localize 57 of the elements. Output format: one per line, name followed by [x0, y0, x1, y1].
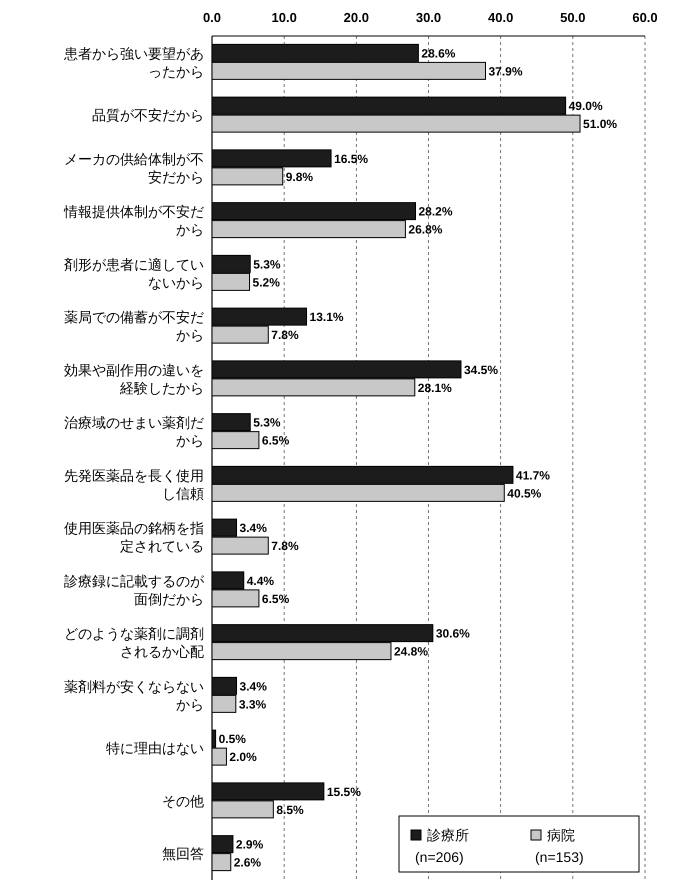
- y-tick-label: その他: [162, 792, 204, 809]
- y-tick-label: 剤形が患者に適していないから: [64, 256, 204, 290]
- x-tick-label: 40.0: [488, 10, 514, 25]
- data-label: 40.5%: [507, 486, 542, 500]
- y-tick-label: 薬剤料が安くならないから: [64, 678, 204, 712]
- y-tick-label: 無回答: [162, 846, 204, 862]
- y-tick-label: 使用医薬品の銘柄を指定されている: [64, 520, 204, 554]
- data-label: 6.5%: [262, 434, 290, 448]
- x-tick-label: 20.0: [344, 10, 369, 25]
- y-tick-label: メーカの供給体制が不安だから: [64, 150, 204, 185]
- x-tick-label: 0.0: [202, 10, 222, 25]
- data-label: 30.6%: [436, 626, 470, 641]
- data-label: 0.5%: [218, 732, 246, 746]
- y-tick-label: どのような薬剤に調剤されるか心配: [64, 626, 204, 660]
- x-tick-label: 50.0: [560, 10, 586, 25]
- y-tick-label: 治療域のせまい薬剤だから: [64, 414, 204, 449]
- data-label: 41.7%: [516, 468, 550, 482]
- y-tick-label: 効果や副作用の違いを経験したから: [64, 362, 204, 396]
- data-label: 15.5%: [326, 784, 362, 799]
- x-tick-label: 60.0: [632, 10, 658, 25]
- y-tick-label: 薬局での備蓄が不安だから: [64, 309, 204, 344]
- data-label: 2.6%: [234, 856, 262, 870]
- data-label: 7.8%: [271, 539, 299, 554]
- data-label: 13.1%: [310, 310, 344, 324]
- data-label: 5.3%: [253, 416, 281, 430]
- data-label: 5.3%: [253, 257, 281, 272]
- y-tick-label: 診療録に記載するのが面倒だから: [64, 572, 205, 607]
- legend-label: 診療所 (n=206): [415, 827, 469, 865]
- data-label: 7.8%: [271, 328, 299, 342]
- data-label: 3.4%: [240, 679, 268, 694]
- x-tick-label: 30.0: [416, 10, 442, 25]
- data-label: 5.2%: [252, 275, 280, 290]
- data-label: 6.5%: [262, 592, 290, 606]
- data-label: 49.0%: [568, 99, 603, 114]
- y-tick-label: 情報提供体制が不安だから: [63, 204, 204, 238]
- y-tick-label: 品質が不安だから: [92, 107, 204, 124]
- data-label: 34.5%: [464, 362, 498, 377]
- data-label: 4.4%: [246, 574, 274, 588]
- data-label: 2.9%: [236, 838, 264, 852]
- data-label: 37.9%: [488, 64, 523, 78]
- data-label: 28.1%: [418, 380, 452, 395]
- data-label: 2.0%: [229, 750, 258, 764]
- data-label: 28.6%: [421, 46, 456, 60]
- data-label: 9.8%: [286, 170, 314, 184]
- data-label: 3.3%: [238, 697, 266, 712]
- data-label: 26.8%: [408, 222, 443, 237]
- legend-label: 病院 (n=153): [535, 827, 584, 865]
- data-label: 8.5%: [276, 802, 304, 817]
- data-label: 3.4%: [240, 521, 268, 536]
- data-label: 24.8%: [394, 644, 428, 659]
- data-label: 28.2%: [418, 204, 453, 219]
- y-tick-label: 患者から強い要望があったから: [63, 45, 204, 80]
- y-tick-label: 特に理由はない: [106, 740, 204, 756]
- data-label: 16.5%: [334, 152, 368, 166]
- y-tick-label: 先発医薬品を長く使用し信頼: [64, 467, 204, 502]
- data-label: 51.0%: [583, 117, 618, 132]
- x-tick-label: 10.0: [272, 10, 297, 25]
